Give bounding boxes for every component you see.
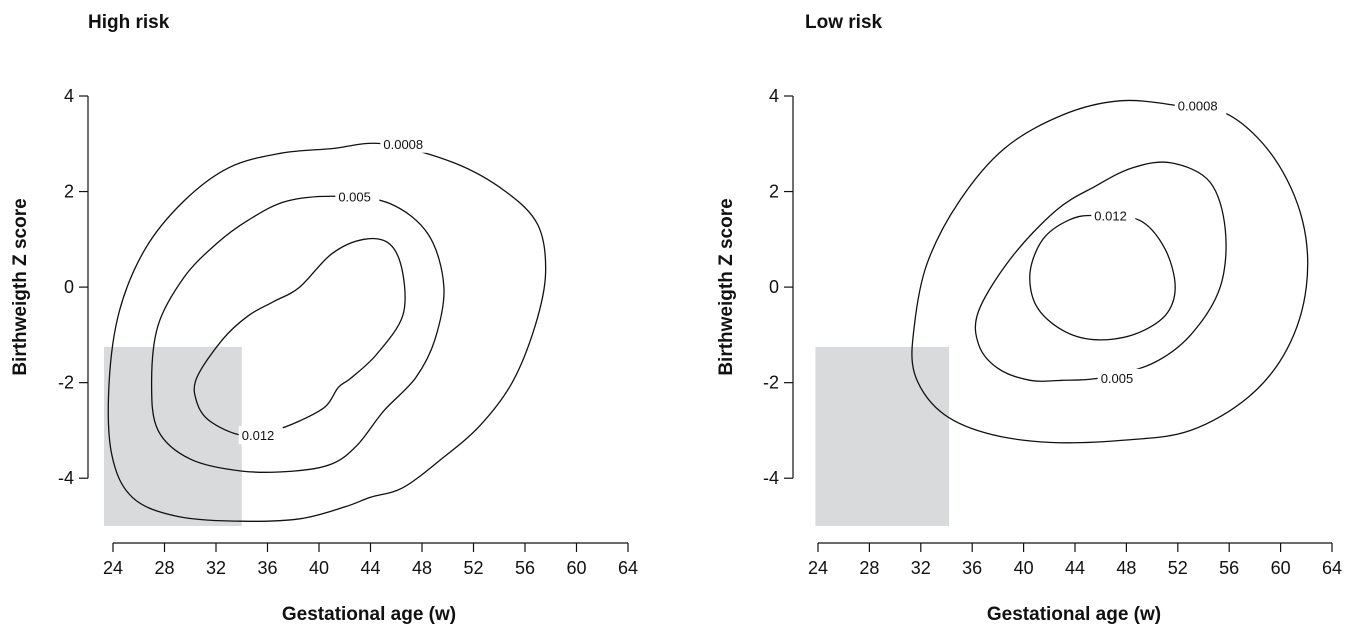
- x-tick-label: 60: [1271, 558, 1291, 578]
- y-tick-label: -4: [58, 468, 74, 488]
- x-tick-label: 56: [1219, 558, 1239, 578]
- x-tick-label: 36: [962, 558, 982, 578]
- contour-label-bg: [238, 426, 283, 445]
- contour-label: 0.005: [1101, 371, 1134, 386]
- contour-label-bg: [335, 187, 380, 206]
- contour-label-bg: [1097, 368, 1142, 387]
- x-tick-label: 24: [808, 558, 828, 578]
- x-tick-label: 44: [360, 558, 380, 578]
- panel-title: Low risk: [805, 12, 883, 33]
- x-tick-label: 24: [103, 558, 123, 578]
- contour-line-0.012: [1029, 214, 1176, 341]
- x-tick-label: 40: [309, 558, 329, 578]
- shaded-region: [103, 346, 242, 526]
- x-tick-label: 36: [257, 558, 277, 578]
- x-tick-label: 48: [1116, 558, 1136, 578]
- x-tick-label: 40: [1014, 558, 1034, 578]
- y-tick-label: 2: [64, 182, 74, 202]
- contour-line-0.005: [150, 195, 445, 473]
- contour-label: 0.012: [1094, 208, 1127, 223]
- y-tick-label: 0: [769, 277, 779, 297]
- x-axis-label: Gestational age (w): [282, 604, 456, 625]
- contour-line-0.005: [974, 161, 1227, 382]
- contour-label: 0.0008: [1178, 99, 1218, 114]
- contour-label: 0.0008: [383, 137, 423, 152]
- x-tick-label: 28: [859, 558, 879, 578]
- x-tick-label: 44: [1065, 558, 1085, 578]
- y-tick-label: 0: [64, 277, 74, 297]
- panel-title: High risk: [88, 12, 170, 33]
- y-tick-label: 4: [769, 86, 779, 106]
- contour-line-0.012: [193, 237, 406, 437]
- x-tick-label: 64: [1322, 558, 1342, 578]
- x-tick-label: 48: [412, 558, 432, 578]
- y-tick-label: 4: [64, 86, 74, 106]
- y-axis-label: Birthweigth Z score: [716, 198, 737, 375]
- x-tick-label: 60: [566, 558, 586, 578]
- y-tick-label: -2: [58, 373, 74, 393]
- x-tick-label: 28: [154, 558, 174, 578]
- x-tick-label: 56: [515, 558, 535, 578]
- y-axis-label: Birthweigth Z score: [10, 198, 31, 375]
- x-tick-label: 32: [911, 558, 931, 578]
- contour-label: 0.012: [242, 428, 275, 443]
- x-tick-label: 64: [618, 558, 638, 578]
- x-tick-label: 52: [1168, 558, 1188, 578]
- y-tick-label: -4: [763, 468, 779, 488]
- contour-label-bg: [1091, 206, 1136, 225]
- contour-line-0.0008: [911, 99, 1309, 444]
- x-tick-label: 32: [206, 558, 226, 578]
- contour-line-0.0008: [107, 142, 547, 522]
- shaded-region: [815, 346, 950, 526]
- contour-label-bg: [1174, 96, 1227, 115]
- y-tick-label: 2: [769, 182, 779, 202]
- contour-label: 0.005: [338, 189, 371, 204]
- y-tick-label: -2: [763, 373, 779, 393]
- x-axis-label: Gestational age (w): [987, 604, 1161, 625]
- x-tick-label: 52: [463, 558, 483, 578]
- contour-label-bg: [380, 134, 432, 153]
